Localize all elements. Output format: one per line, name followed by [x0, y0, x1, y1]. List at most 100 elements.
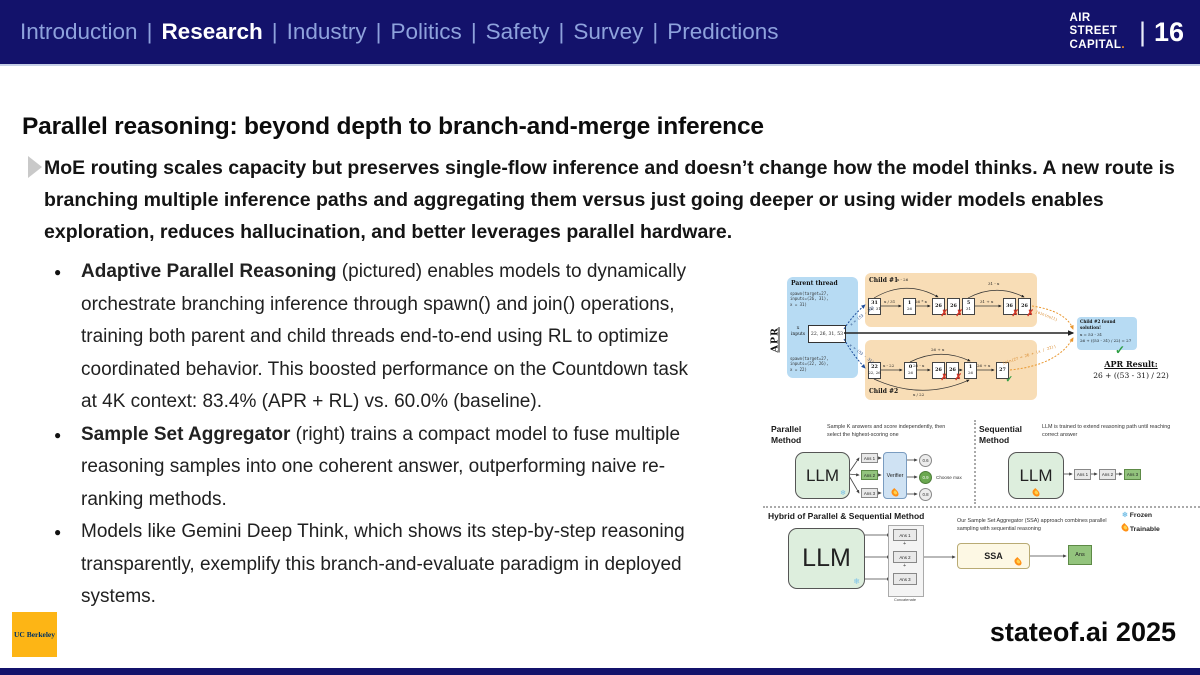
node-value: 1: [968, 364, 973, 371]
solution-line: x = 53 - 31: [1080, 331, 1103, 337]
spawn-code-bottom: spawn(target=27, inputs=(22, 26), x = 22…: [790, 356, 829, 372]
fail-cross-icon: ✗: [1011, 309, 1019, 319]
op-label: 31 + x: [980, 299, 994, 304]
logo-dot: .: [1121, 38, 1125, 51]
nav-item-introduction[interactable]: Introduction: [20, 19, 138, 44]
legend-trainable: Trainable: [1120, 523, 1160, 533]
vertical-divider: [974, 420, 976, 504]
op-label: 26 - x: [913, 363, 925, 368]
flame-icon: [1031, 488, 1041, 498]
nav-item-predictions[interactable]: Predictions: [667, 19, 779, 44]
ssa-label: SSA: [984, 551, 1003, 561]
child1-title: Child #1: [869, 277, 899, 284]
bullet-text: Models like Gemini Deep Think, which sho…: [81, 521, 685, 607]
apr-node: 36 ✗: [1003, 298, 1019, 319]
node-remaining: 26: [968, 370, 973, 376]
pointer-arrow-icon: [28, 156, 42, 178]
bullet-bold-lead: Adaptive Parallel Reasoning: [81, 261, 337, 282]
list-item: Sample Set Aggregator (right) trains a c…: [54, 419, 706, 517]
apr-node: 0 26: [904, 362, 917, 379]
child2-title: Child #2: [869, 388, 899, 395]
legend-frozen: ❄ Frozen: [1122, 511, 1152, 519]
snowflake-icon: ❄: [1122, 512, 1128, 519]
fail-cross-icon: ✗: [954, 373, 962, 383]
inputs-box: 22, 26, 31, 53: [808, 325, 846, 343]
spawn-code-top: spawn(target=27, inputs=(26, 31), x = 31…: [790, 291, 829, 307]
apr-node: 31 26, 31: [868, 298, 881, 315]
nav-separator: |: [375, 19, 382, 44]
air-street-capital-logo: AIR STREET CAPITAL.: [1070, 12, 1125, 53]
apr-diagram: APR: [763, 253, 1200, 415]
score-circle: 0.8: [919, 488, 932, 501]
choose-max-label: Choose max: [936, 475, 962, 480]
page-number-value: 16: [1153, 16, 1184, 47]
node-value: 26: [1021, 302, 1028, 309]
nav-item-politics[interactable]: Politics: [390, 19, 462, 44]
op-label: x / 31: [884, 299, 896, 304]
node-value: 0: [908, 364, 913, 371]
answer-box: Ans 1: [893, 529, 917, 541]
nav-item-survey[interactable]: Survey: [573, 19, 644, 44]
node-value: 26: [935, 302, 942, 309]
apr-node: 1 26: [964, 362, 977, 379]
page-number-pipe: |: [1138, 16, 1146, 47]
answer-box: Ans 2: [893, 551, 917, 563]
nav-separator: |: [558, 19, 565, 44]
fail-cross-icon: ✗: [940, 373, 948, 383]
apr-node: 26 ✗: [946, 362, 962, 383]
fail-cross-icon: ✗: [940, 309, 948, 319]
legend-label: Frozen: [1129, 512, 1153, 519]
nav-separator: |: [652, 19, 659, 44]
apr-node: 26 ✗: [1018, 298, 1034, 319]
top-nav-bar: Introduction | Research | Industry | Politics |…: [0, 0, 1200, 66]
llm-box-hybrid: LLM ❄: [788, 528, 865, 589]
parent-thread-title: Parent thread: [791, 280, 838, 287]
op-label: x / 22: [913, 392, 925, 397]
page-number: | 16: [1139, 17, 1184, 48]
node-remaining: 26, 31: [868, 306, 881, 312]
horizontal-divider: [763, 506, 1200, 508]
bullet-text: (pictured) enables models to dynamically…: [81, 261, 688, 412]
node-value: 26: [935, 366, 942, 373]
answer-box: Ans 3: [1124, 469, 1141, 480]
plus-sign: +: [903, 541, 907, 547]
snowflake-icon: ❄: [840, 490, 846, 497]
node-value: 22: [871, 364, 878, 371]
section-nav: Introduction | Research | Industry | Politics |…: [20, 19, 779, 45]
answer-box: Ans 2: [861, 470, 878, 480]
llm-label: LLM: [805, 465, 840, 485]
bottom-bar: [0, 668, 1200, 675]
nav-item-safety[interactable]: Safety: [485, 19, 550, 44]
apr-node: 26 ✗: [932, 298, 948, 319]
stateof-ai-brand: stateof.ai 2025: [989, 617, 1176, 647]
nav-separator: |: [146, 19, 153, 44]
node-remaining: 26: [907, 306, 912, 312]
nav-separator: |: [470, 19, 477, 44]
llm-label: LLM: [1019, 465, 1053, 485]
op-label: 26 + x: [931, 347, 945, 352]
list-item: Models like Gemini Deep Think, which sho…: [54, 516, 706, 614]
verifier-box: Verifier: [883, 452, 907, 499]
parallel-method-title: Parallel Method: [771, 424, 802, 445]
op-label: x - 26: [897, 277, 909, 282]
bullet-bold-lead: Sample Set Aggregator: [81, 423, 291, 445]
logo-text: AIR STREET CAPITAL: [1069, 11, 1122, 51]
parallel-method-desc: Sample K answers and score independently…: [827, 424, 946, 438]
node-remaining: 22, 26: [868, 370, 881, 376]
node-value: 5: [966, 300, 971, 307]
nav-item-research[interactable]: Research: [161, 19, 263, 44]
op-label: x - 22: [883, 363, 895, 368]
nav-item-industry[interactable]: Industry: [286, 19, 367, 44]
inputs-label: x inputs: [790, 326, 806, 337]
uc-berkeley-logo-text: UC Berkeley: [13, 630, 56, 639]
nav-separator: |: [271, 19, 278, 44]
success-check-icon: ✓: [1115, 343, 1126, 357]
hybrid-desc: Our Sample Set Aggregator (SSA) approach…: [957, 518, 1107, 532]
verifier-label: Verifier: [886, 472, 904, 479]
ssa-box: SSA: [957, 543, 1030, 569]
page-title: Parallel reasoning: beyond depth to bran…: [22, 113, 764, 141]
fail-cross-icon: ✗: [955, 309, 963, 319]
node-value: 26: [950, 302, 957, 309]
flame-icon: [1013, 557, 1023, 567]
